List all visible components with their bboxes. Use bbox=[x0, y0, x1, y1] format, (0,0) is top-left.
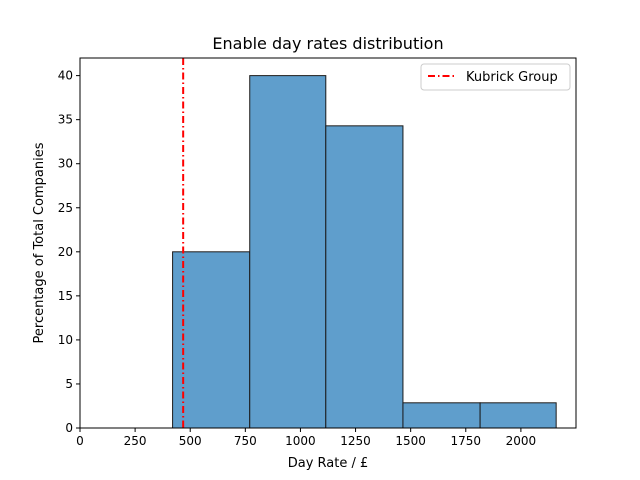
x-tick-label: 1250 bbox=[340, 434, 371, 448]
histogram-bar bbox=[479, 402, 557, 429]
x-tick-label: 1750 bbox=[451, 434, 482, 448]
x-tick-label: 500 bbox=[179, 434, 202, 448]
x-tick-label: 750 bbox=[234, 434, 257, 448]
x-tick-label: 2000 bbox=[506, 434, 537, 448]
y-tick-label: 40 bbox=[58, 69, 73, 83]
histogram-bar bbox=[172, 251, 251, 429]
legend: Kubrick Group bbox=[420, 63, 571, 91]
legend-box bbox=[420, 63, 571, 91]
histogram-bars bbox=[172, 75, 557, 429]
histogram-bar bbox=[325, 125, 404, 429]
legend-label: Kubrick Group bbox=[466, 70, 558, 85]
y-tick-label: 25 bbox=[58, 201, 73, 215]
y-tick-label: 0 bbox=[65, 421, 73, 435]
y-tick-label: 10 bbox=[58, 333, 73, 347]
x-axis: 0 250 500 750 1000 1250 1500 1750 2000 bbox=[76, 428, 536, 448]
y-tick-label: 20 bbox=[58, 245, 73, 259]
chart-title: Enable day rates distribution bbox=[212, 34, 443, 53]
x-tick-label: 1000 bbox=[285, 434, 316, 448]
x-tick-label: 0 bbox=[76, 434, 84, 448]
y-tick-label: 30 bbox=[58, 157, 73, 171]
y-axis-label: Percentage of Total Companies bbox=[32, 142, 47, 343]
histogram-bar bbox=[249, 75, 327, 429]
x-axis-label: Day Rate / £ bbox=[288, 456, 369, 471]
y-axis: 0 5 10 15 20 25 30 35 40 bbox=[58, 69, 80, 435]
histogram-bar bbox=[402, 402, 481, 429]
x-tick-label: 250 bbox=[124, 434, 147, 448]
y-tick-label: 35 bbox=[58, 113, 73, 127]
y-tick-label: 15 bbox=[58, 289, 73, 303]
plot-frame bbox=[79, 57, 577, 429]
x-tick-label: 1500 bbox=[395, 434, 426, 448]
y-tick-label: 5 bbox=[65, 377, 73, 391]
